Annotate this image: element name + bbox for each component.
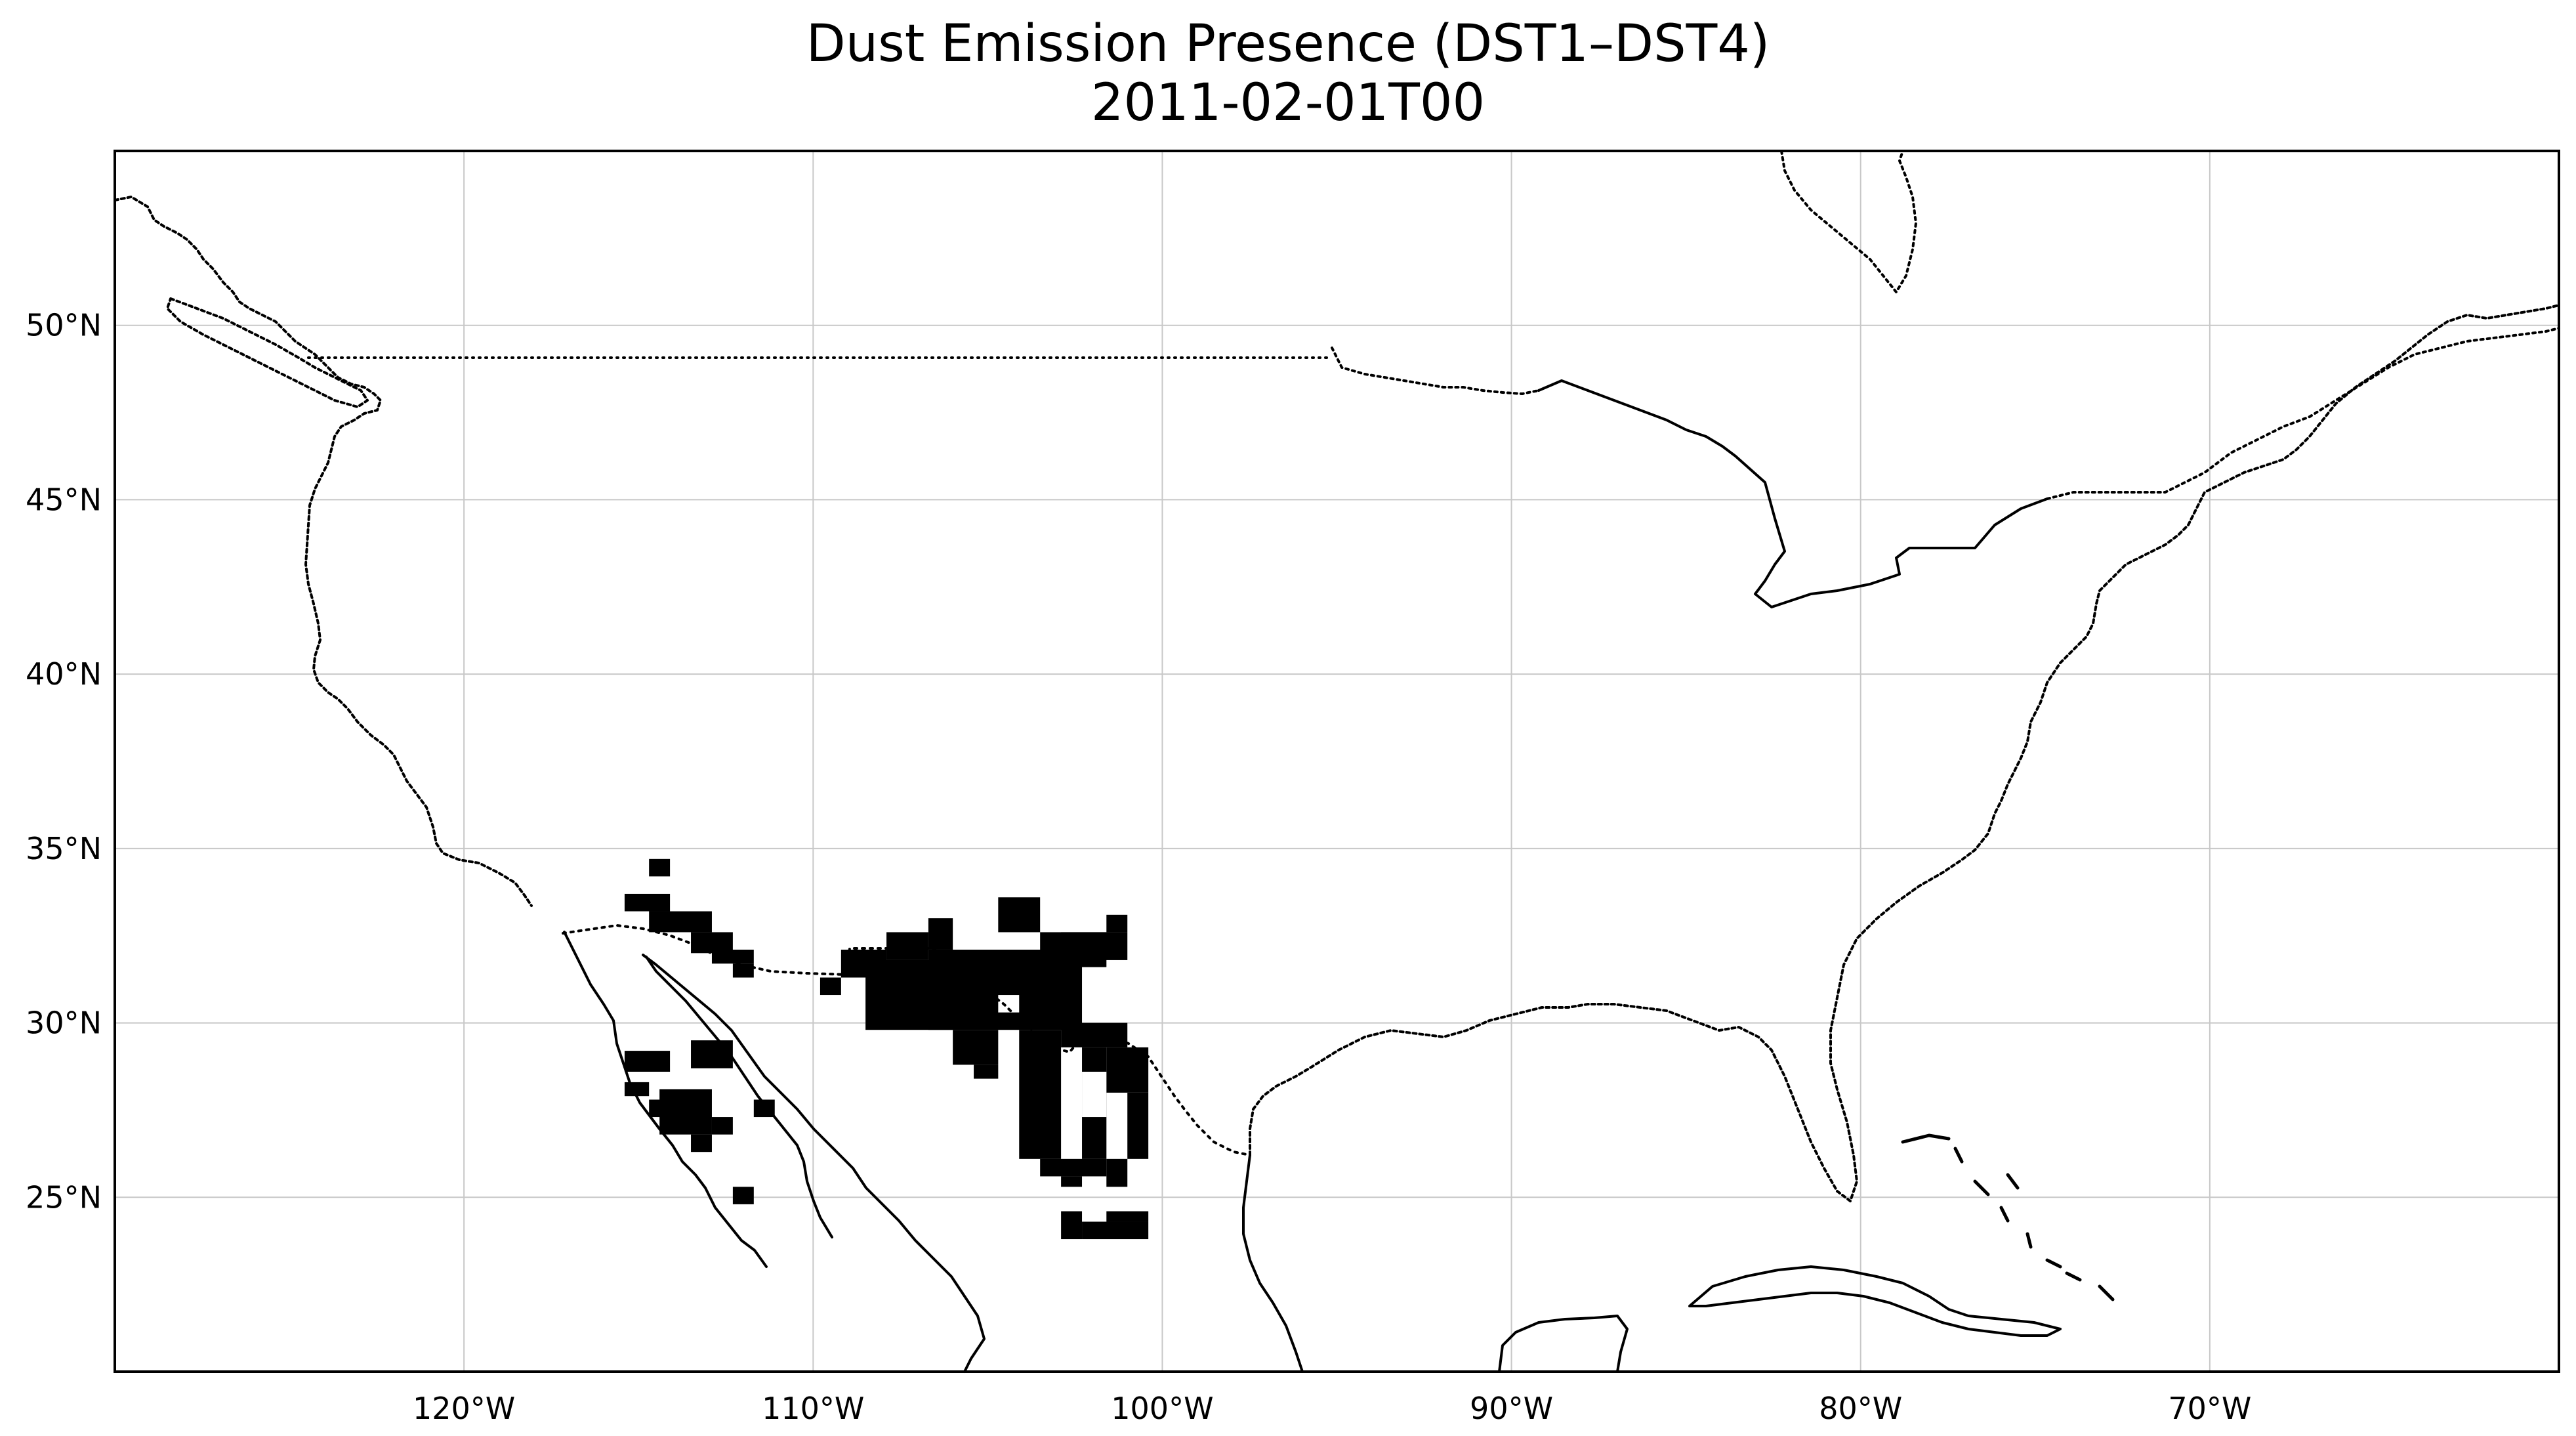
us-canada-border-lakes xyxy=(1331,347,1540,395)
dust-cell-23 xyxy=(1061,932,1128,960)
dust-cell-33 xyxy=(1061,1176,1083,1187)
chart-title-line2: 2011-02-01T00 xyxy=(1091,74,1485,133)
dust-cell-24 xyxy=(1106,914,1128,933)
lat-tick-label-3: 35°N xyxy=(26,831,102,866)
lon-tick-label-2: 100°W xyxy=(1111,1391,1213,1426)
lon-tick-label-0: 120°W xyxy=(413,1391,515,1426)
hudson-coastline xyxy=(1780,150,1917,293)
yucatan-coastline xyxy=(1498,1315,1629,1373)
lat-tick-label-1: 45°N xyxy=(26,482,102,517)
st-lawrence-coastline xyxy=(2046,327,2560,500)
bahamas-coastline xyxy=(1901,1133,2115,1301)
dust-cell-7 xyxy=(691,1040,733,1068)
dust-cell-18 xyxy=(886,932,928,960)
us-mexico-border xyxy=(562,924,1251,1156)
map-frame xyxy=(114,150,2560,1373)
lon-tick-label-1: 110°W xyxy=(762,1391,864,1426)
dust-cell-11 xyxy=(711,1117,733,1135)
dust-cell-1 xyxy=(624,893,671,912)
dust-cell-27 xyxy=(1061,1023,1128,1047)
baja-coastline xyxy=(563,931,768,1268)
chart-title-line1: Dust Emission Presence (DST1–DST4) xyxy=(806,14,1770,74)
dust-cell-28 xyxy=(1019,1030,1062,1159)
dust-cell-37 xyxy=(1106,1211,1149,1222)
dust-emission-layer xyxy=(624,858,1149,1240)
great-lakes-border xyxy=(1537,379,2048,608)
us-gulf-coastline xyxy=(1249,304,2560,1202)
dust-cell-4 xyxy=(711,949,754,964)
dust-cell-5 xyxy=(732,963,754,978)
dust-cell-20 xyxy=(998,897,1041,933)
lon-tick-label-3: 90°W xyxy=(1470,1391,1553,1426)
island-coastline xyxy=(166,297,369,408)
dust-cell-14 xyxy=(732,1187,754,1204)
dust-cell-32 xyxy=(1040,1158,1107,1177)
gridlines xyxy=(115,151,2559,1372)
lat-tick-label-0: 50°N xyxy=(26,308,102,343)
dust-cell-2 xyxy=(649,911,712,933)
dust-cell-34 xyxy=(1106,1158,1128,1187)
lon-tick-label-5: 70°W xyxy=(2168,1391,2251,1426)
axis-tick-labels: 120°W 110°W 100°W 90°W 80°W 70°W 50°N 45°N 40°N 3… xyxy=(26,308,2251,1426)
dust-cell-12 xyxy=(691,1134,712,1152)
dust-cell-6 xyxy=(624,1051,671,1072)
dust-cell-25 xyxy=(953,1030,999,1065)
lat-tick-label-5: 25°N xyxy=(26,1179,102,1215)
lat-tick-label-4: 30°N xyxy=(26,1005,102,1041)
map-background xyxy=(115,151,2559,1372)
dust-gap-1 xyxy=(1082,1071,1107,1118)
lat-tick-label-2: 40°N xyxy=(26,656,102,692)
dust-cell-30 xyxy=(1106,1047,1149,1093)
dust-cell-19 xyxy=(928,918,953,950)
cuba-coastline xyxy=(1688,1265,2062,1337)
coastlines-and-borders xyxy=(114,150,2560,1373)
mexico-west-coastline xyxy=(642,954,986,1373)
dust-cell-10 xyxy=(649,1099,671,1118)
dust-cell-35 xyxy=(1061,1211,1083,1240)
dust-cell-31 xyxy=(1127,1092,1149,1159)
pacific-coastline xyxy=(114,196,533,907)
baja-gulf-coastline xyxy=(645,956,833,1238)
dust-cell-15 xyxy=(820,977,841,996)
dust-cell-36 xyxy=(1082,1221,1149,1240)
dust-cell-26 xyxy=(974,1065,999,1079)
dust-cell-0 xyxy=(649,858,671,877)
lon-tick-label-4: 80°W xyxy=(1819,1391,1902,1426)
gulf-mexico-coastline xyxy=(1242,1154,1304,1373)
